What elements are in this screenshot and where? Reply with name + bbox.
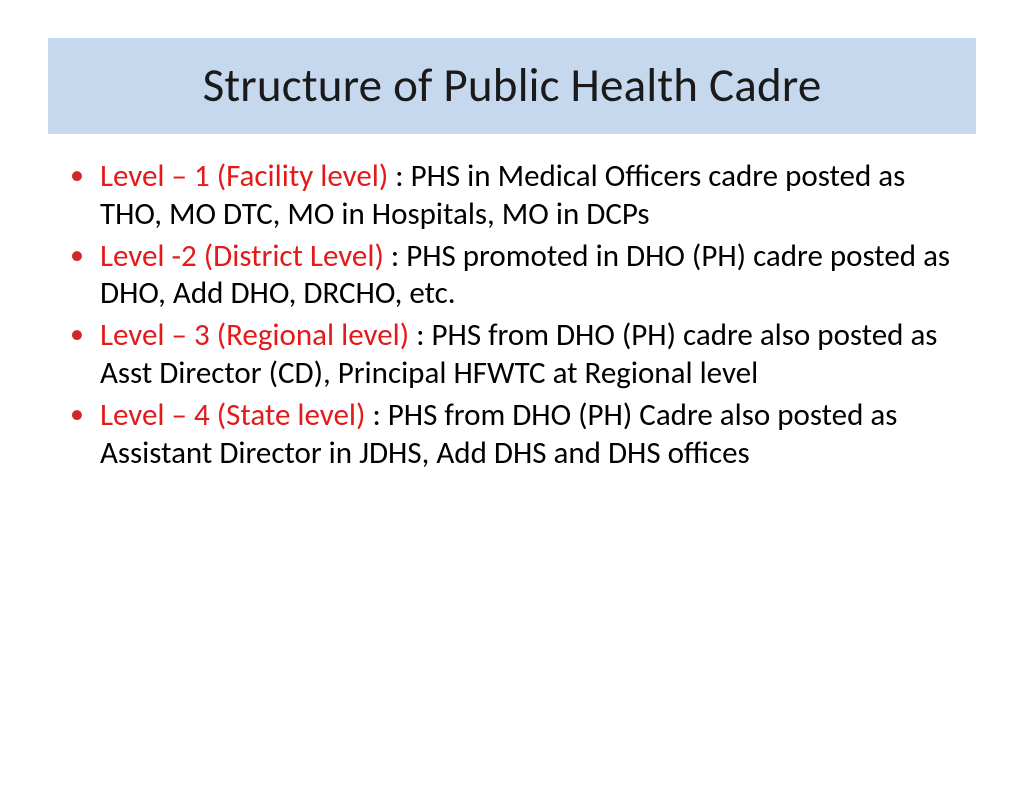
content-area: Level – 1 (Facility level) : PHS in Medi…: [100, 158, 954, 473]
level-label: Level – 4 (State level): [100, 396, 372, 434]
level-label: Level – 3 (Regional level): [100, 316, 416, 354]
page-title: Structure of Public Health Cadre: [58, 56, 966, 114]
level-label: Level – 1 (Facility level): [100, 157, 395, 195]
title-bar: Structure of Public Health Cadre: [48, 38, 976, 134]
list-item: Level – 4 (State level) : PHS from DHO (…: [100, 397, 954, 473]
slide: Structure of Public Health Cadre Level –…: [0, 38, 1024, 806]
list-item: Level -2 (District Level) : PHS promoted…: [100, 238, 954, 314]
level-label: Level -2 (District Level): [100, 237, 391, 275]
bullet-list: Level – 1 (Facility level) : PHS in Medi…: [100, 158, 954, 473]
list-item: Level – 3 (Regional level) : PHS from DH…: [100, 317, 954, 393]
list-item: Level – 1 (Facility level) : PHS in Medi…: [100, 158, 954, 234]
